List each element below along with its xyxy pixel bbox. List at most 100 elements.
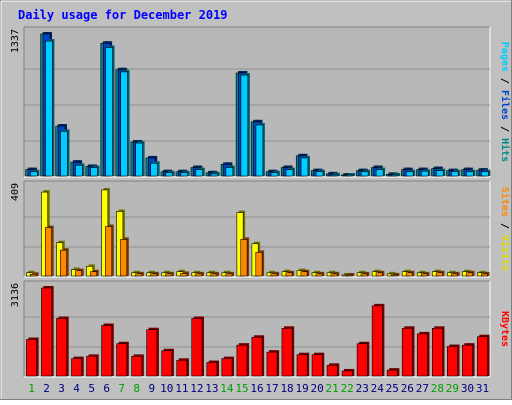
bar-sites — [90, 269, 99, 277]
bar-pages — [330, 172, 341, 177]
bar-sites — [300, 269, 310, 277]
bar-pages — [421, 169, 431, 177]
bar-kbytes — [416, 331, 430, 377]
legend-entry: Visits — [499, 235, 511, 271]
bar-sites — [75, 268, 84, 277]
bar-pages — [210, 171, 220, 177]
bar-sites — [375, 270, 385, 277]
bar-pages — [315, 169, 325, 177]
bar-kbytes — [71, 356, 84, 377]
bar-pages — [135, 141, 145, 177]
bar-kbytes — [431, 326, 445, 377]
x-tick-label: 5 — [88, 382, 95, 395]
legend-entry: Hits — [499, 138, 511, 162]
bar-kbytes — [311, 352, 325, 377]
bar-pages — [195, 167, 205, 177]
y-max-label: 3136 — [10, 283, 21, 307]
bar-pages — [270, 170, 280, 177]
bar-kbytes — [266, 350, 280, 377]
legend-label: KBytes — [499, 311, 510, 347]
x-tick-label: 4 — [73, 382, 80, 395]
bar-pages — [90, 165, 100, 177]
bar-kbytes — [386, 368, 400, 377]
bar-pages — [165, 170, 175, 177]
bar-pages — [466, 169, 476, 177]
bar-sites — [180, 271, 189, 277]
bar-sites — [150, 271, 159, 277]
bar-sites — [105, 224, 114, 277]
legend-entry: / — [499, 217, 510, 235]
bar-pages — [225, 165, 235, 177]
x-tick-label: 23 — [356, 382, 369, 395]
panel-hits-files-pages: 1337 Pages / Files / Hits — [10, 26, 511, 178]
bar-kbytes — [221, 356, 235, 377]
panels-layer: 1337 Pages / Files / Hits 409 Sites / Visit… — [10, 26, 511, 378]
x-tick-label: 9 — [148, 382, 155, 395]
legend-entry: Sites — [499, 187, 511, 217]
x-tick-label: 15 — [235, 382, 248, 395]
legend-entry: / — [499, 72, 510, 90]
bar-kbytes — [401, 326, 415, 377]
bar-pages — [285, 167, 295, 177]
x-tick-label: 10 — [160, 382, 173, 395]
bar-sites — [270, 271, 280, 277]
bar-pages — [45, 39, 55, 177]
x-tick-label: 11 — [175, 382, 188, 395]
bar-kbytes — [236, 343, 250, 377]
bar-pages — [375, 167, 386, 177]
bar-kbytes — [251, 335, 265, 377]
x-tick-label: 3 — [58, 382, 65, 395]
bar-sites — [195, 271, 204, 277]
bar-pages — [345, 173, 356, 177]
bar-pages — [75, 163, 85, 177]
bar-kbytes — [146, 327, 159, 377]
x-tick-label: 13 — [205, 382, 218, 395]
x-axis: 1 2 3 4 5 6 7 8 9 10 11 12 13 14 15 16 17 18 19 20 21 22 23 24 2… — [28, 382, 489, 395]
bar-kbytes — [356, 341, 370, 377]
bar-sites — [45, 225, 54, 277]
bar-sites — [450, 271, 460, 277]
legend-label: Sites / Visits — [499, 187, 511, 271]
bar-sites — [120, 237, 129, 277]
x-tick-label: 19 — [295, 382, 308, 395]
bar-pages — [390, 172, 401, 177]
bar-kbytes — [296, 352, 310, 377]
legend-entry: / — [499, 120, 510, 138]
bar-pages — [30, 169, 40, 177]
bar-sites — [240, 237, 250, 277]
x-tick-label: 26 — [401, 382, 414, 395]
bar-sites — [420, 271, 430, 277]
bar-sites — [60, 248, 69, 277]
bar-sites — [405, 270, 415, 277]
x-tick-label: 27 — [416, 382, 429, 395]
bar-sites — [285, 270, 295, 277]
bar-pages — [150, 161, 160, 177]
bar-pages — [105, 45, 115, 177]
x-tick-label: 18 — [280, 382, 293, 395]
bar-pages — [60, 129, 70, 177]
panel-visits-sites: 409 Sites / Visits — [10, 180, 511, 278]
legend-entry: KBytes — [499, 311, 510, 347]
bar-sites — [435, 270, 445, 277]
x-tick-label: 6 — [103, 382, 110, 395]
bar-kbytes — [477, 334, 490, 377]
x-tick-label: 24 — [371, 382, 385, 395]
bar-kbytes — [41, 286, 54, 377]
bar-kbytes — [341, 368, 355, 377]
bar-sites — [255, 250, 265, 277]
chart-title: Daily usage for December 2019 — [18, 8, 228, 22]
bar-kbytes — [26, 337, 39, 377]
bar-pages — [240, 73, 250, 177]
x-tick-label: 25 — [386, 382, 399, 395]
x-tick-label: 1 — [28, 382, 35, 395]
x-tick-label: 12 — [190, 382, 203, 395]
bar-pages — [405, 169, 416, 177]
bar-sites — [315, 271, 325, 277]
x-tick-label: 14 — [220, 382, 234, 395]
bar-sites — [210, 271, 220, 277]
bar-kbytes — [326, 363, 340, 377]
x-tick-label: 22 — [341, 382, 354, 395]
x-tick-label: 30 — [461, 382, 474, 395]
